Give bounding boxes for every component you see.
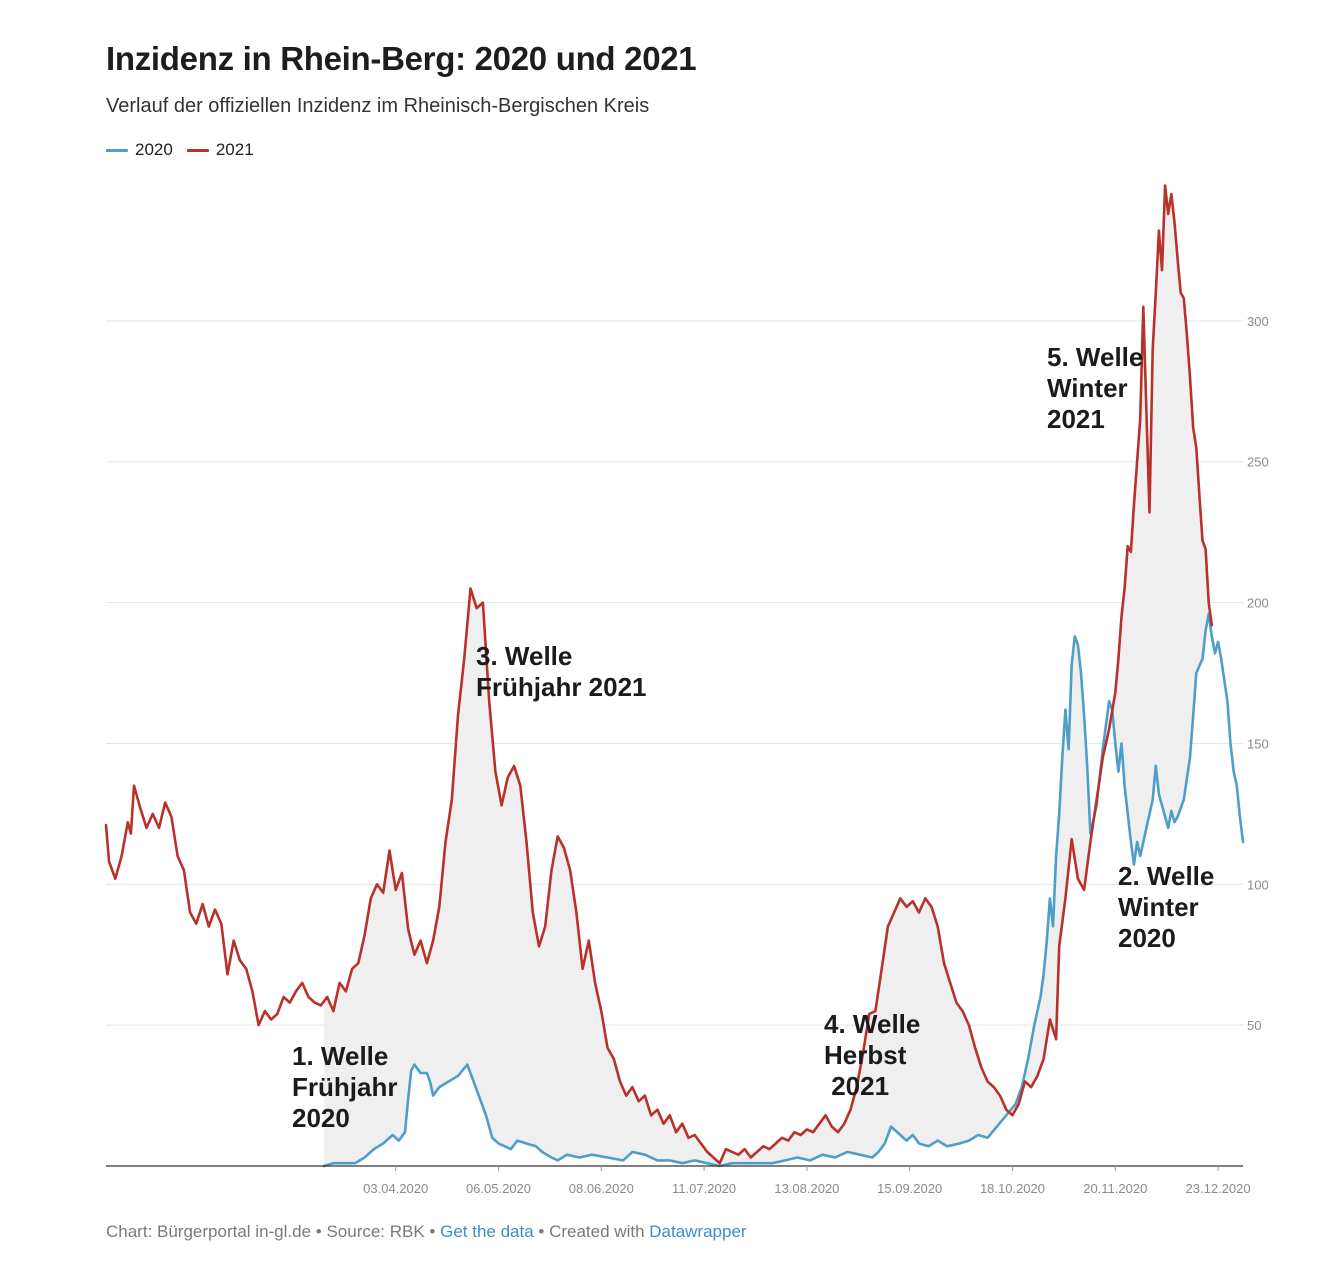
annotation-3-line-3: 2021 — [824, 1071, 889, 1101]
difference-fill — [324, 187, 1212, 1166]
y-tick-label-300: 300 — [1247, 314, 1269, 329]
y-tick-label-150: 150 — [1247, 736, 1269, 751]
annotation-4-line-3: 2021 — [1047, 404, 1105, 434]
annotation-4-line-2: Winter — [1047, 373, 1128, 403]
footer-credit: Chart: Bürgerportal in-gl.de • Source: R… — [106, 1222, 441, 1241]
annotation-5-line-3: 2020 — [1118, 923, 1176, 953]
y-tick-label-250: 250 — [1247, 455, 1269, 470]
gridlines — [106, 320, 1243, 1026]
chart-footer: Chart: Bürgerportal in-gl.de • Source: R… — [106, 1222, 747, 1242]
annotation-2: 3. Welle Frühjahr 2021 — [476, 641, 647, 702]
annotation-1-line-1: 1. Welle — [292, 1041, 388, 1071]
series-line-2020 — [322, 612, 1245, 1168]
get-the-data-link[interactable]: Get the data — [440, 1222, 534, 1241]
series-lines — [104, 184, 1245, 1168]
chart-legend: 2020 2021 — [106, 140, 268, 160]
footer-middle: • Created with — [533, 1222, 650, 1241]
annotation-3: 4. Welle Herbst 2021 — [824, 1009, 920, 1101]
legend-swatch-2021 — [186, 148, 209, 152]
series-line-2021 — [104, 184, 1214, 1165]
annotation-2-line-1: 3. Welle — [476, 641, 572, 671]
annotation-5: 2. Welle Winter 2020 — [1118, 861, 1214, 953]
y-axis: 50 100 150 200 250 300 — [1247, 314, 1269, 1033]
x-tick-label-5: 15.09.2020 — [877, 1181, 942, 1196]
x-tick-label-0: 03.04.2020 — [363, 1181, 428, 1196]
annotation-2-line-2: Frühjahr 2021 — [476, 672, 647, 702]
x-tick-label-7: 20.11.2020 — [1083, 1181, 1147, 1196]
x-tick-label-6: 18.10.2020 — [980, 1181, 1045, 1196]
annotation-4-line-1: 5. Welle — [1047, 342, 1143, 372]
annotation-3-line-2: Herbst — [824, 1040, 907, 1070]
chart-title: Inzidenz in Rhein-Berg: 2020 und 2021 — [106, 40, 697, 77]
y-tick-label-100: 100 — [1247, 877, 1269, 892]
x-axis: 03.04.2020 06.05.2020 08.06.2020 11.07.2020… — [106, 1165, 1251, 1196]
fill-between-series — [324, 187, 1212, 1166]
legend-item-2021: 2021 — [186, 140, 254, 160]
annotation-3-line-1: 4. Welle — [824, 1009, 920, 1039]
legend-label-2021: 2021 — [215, 140, 254, 159]
annotation-1-line-2: Frühjahr — [292, 1072, 397, 1102]
annotation-5-line-2: Winter — [1118, 892, 1199, 922]
legend-label-2020: 2020 — [135, 140, 173, 159]
x-tick-label-3: 11.07.2020 — [672, 1181, 736, 1196]
y-tick-label-50: 50 — [1247, 1018, 1261, 1033]
chart-subtitle: Verlauf der offiziellen Inzidenz im Rhei… — [106, 95, 650, 117]
annotation-5-line-1: 2. Welle — [1118, 861, 1214, 891]
annotation-1-line-3: 2020 — [292, 1103, 350, 1133]
legend-item-2020: 2020 — [106, 140, 173, 160]
x-tick-label-4: 13.08.2020 — [774, 1181, 839, 1196]
annotation-4: 5. Welle Winter 2021 — [1047, 342, 1143, 434]
x-tick-label-2: 08.06.2020 — [569, 1181, 634, 1196]
y-tick-label-200: 200 — [1247, 596, 1269, 611]
legend-swatch-2020 — [106, 148, 128, 152]
annotation-1: 1. Welle Frühjahr 2020 — [292, 1041, 397, 1133]
x-tick-label-8: 23.12.2020 — [1186, 1181, 1251, 1196]
x-tick-label-1: 06.05.2020 — [466, 1181, 531, 1196]
datawrapper-link[interactable]: Datawrapper — [649, 1222, 747, 1241]
